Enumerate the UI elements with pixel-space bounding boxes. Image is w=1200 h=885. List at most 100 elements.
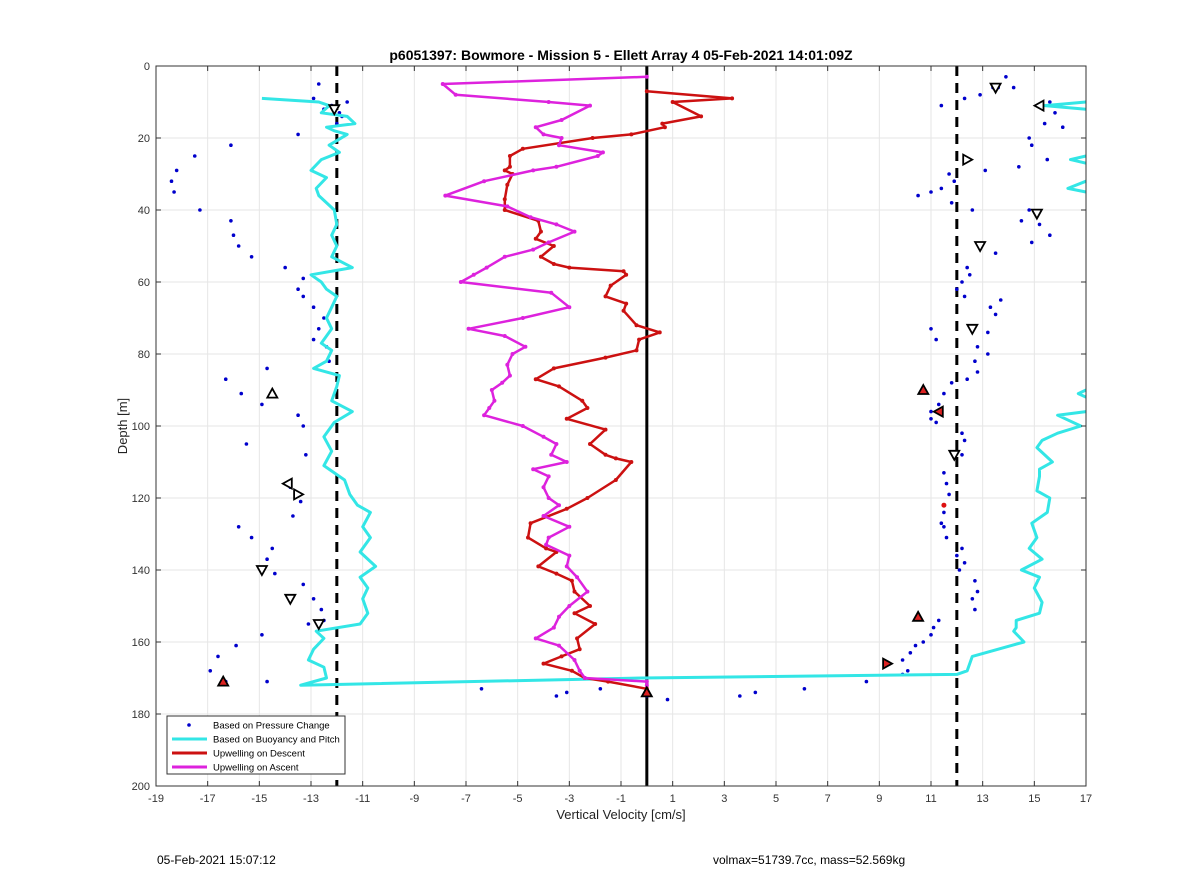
descent-point <box>551 244 556 248</box>
ascent-point <box>502 254 507 259</box>
y-tick-label: 160 <box>132 637 150 649</box>
pressure-point <box>939 186 944 191</box>
pressure-point <box>905 669 910 673</box>
descent-point <box>536 564 541 569</box>
ascent-point <box>502 334 507 338</box>
series-ascent <box>440 74 649 688</box>
ascent-point <box>546 535 551 540</box>
pressure-point <box>942 510 946 515</box>
y-axis-label: Depth [m] <box>115 398 130 454</box>
descent-point <box>585 406 590 410</box>
pressure-point <box>965 265 969 270</box>
descent-point <box>557 384 561 389</box>
axes: -19 -17 -15 -13 -11 -9 -7 -5 -3 -1 1 3 5 7 9 11 13 15 1702… <box>132 61 1092 805</box>
ascent-point <box>523 344 528 349</box>
pressure-point <box>345 100 349 104</box>
descent-point <box>634 348 639 353</box>
ascent-point <box>567 305 572 310</box>
pressure-point <box>564 690 569 695</box>
descent-point <box>699 114 704 119</box>
series-buoyancy-pitch <box>261 96 1087 687</box>
plot-frame <box>155 65 1087 787</box>
pressure-point <box>1045 157 1050 162</box>
ascent-point <box>567 553 572 558</box>
descent-point <box>507 154 512 158</box>
descent-point <box>541 661 546 666</box>
descent-point <box>644 89 649 94</box>
descent-point <box>507 164 512 169</box>
pressure-point <box>1019 219 1024 223</box>
descent-point <box>559 654 564 659</box>
data-series <box>169 74 1087 702</box>
x-tick-label: 11 <box>925 793 936 805</box>
ascent-point <box>557 143 561 148</box>
pressure-point <box>960 453 964 457</box>
x-tick-label: 15 <box>1028 793 1040 805</box>
down-triangle-marker <box>947 449 961 462</box>
ascent-point <box>644 683 649 688</box>
ascent-point <box>546 474 551 479</box>
pressure-point <box>965 377 969 382</box>
pressure-point <box>983 168 988 173</box>
descent-point <box>621 308 626 313</box>
y-tick-label: 140 <box>132 565 150 577</box>
descent-point <box>502 197 507 202</box>
pressure-point <box>1048 100 1052 104</box>
x-tick-label: -5 <box>513 793 523 805</box>
pressure-point <box>973 579 977 583</box>
pressure-point <box>947 172 951 176</box>
pressure-point <box>738 694 742 698</box>
pressure-point <box>960 546 964 551</box>
pressure-point <box>172 190 176 194</box>
x-tick-label: 7 <box>825 793 831 805</box>
descent-point <box>637 337 642 342</box>
pressure-point <box>970 597 975 601</box>
buoyancy-line <box>1043 100 1087 111</box>
legend-label: Upwelling on Descent <box>213 749 305 760</box>
down-triangle-marker <box>965 323 979 336</box>
y-tick-label: 20 <box>138 133 150 145</box>
x-tick-label: -13 <box>303 793 319 805</box>
ascent-point <box>595 154 600 158</box>
pressure-point <box>973 359 977 364</box>
pressure-point <box>1053 111 1057 115</box>
pressure-point <box>265 366 269 371</box>
pressure-point <box>301 294 306 299</box>
ascent-point <box>489 388 494 392</box>
descent-point <box>564 506 569 511</box>
down-triangle-marker <box>327 104 341 117</box>
ascent-point <box>541 485 546 490</box>
x-tick-label: -15 <box>251 793 267 805</box>
pressure-point <box>249 535 254 540</box>
pressure-point <box>944 481 949 486</box>
ascent-point <box>487 406 492 410</box>
pressure-point <box>960 280 964 284</box>
ascent-point <box>582 676 587 680</box>
x-axis-label: Vertical Velocity [cm/s] <box>556 807 685 822</box>
descent-point <box>593 622 598 626</box>
ascent-point <box>482 179 487 184</box>
pressure-point <box>916 193 920 198</box>
pressure-point <box>955 553 959 558</box>
pressure-point <box>998 298 1003 302</box>
pressure-point <box>260 633 264 637</box>
pressure-point <box>296 132 300 137</box>
ascent-point <box>533 636 538 641</box>
pressure-point <box>957 568 962 572</box>
descent-point <box>538 254 543 259</box>
ascent-point <box>567 604 572 608</box>
ascent-point <box>572 658 577 662</box>
descent-point <box>657 330 662 335</box>
footer-summary: volmax=51739.7cc, mass=52.569kg <box>713 853 906 867</box>
ascent-point <box>559 136 564 140</box>
pressure-point <box>931 625 936 630</box>
pressure-point <box>955 287 959 292</box>
ascent-point <box>541 132 546 137</box>
ascent-point <box>585 589 590 594</box>
x-tick-label: -9 <box>409 793 419 805</box>
ascent-point <box>557 614 561 619</box>
pressure-point <box>301 424 306 428</box>
pressure-point <box>962 561 967 565</box>
pressure-point <box>1060 125 1065 129</box>
